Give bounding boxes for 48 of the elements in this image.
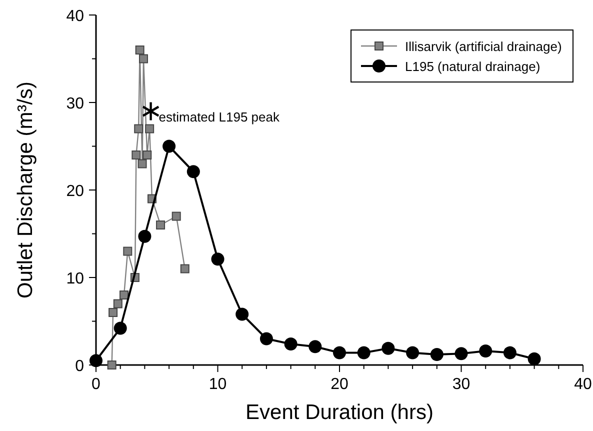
x-tick-label: 20 [330,376,348,393]
legend-label: L195 (natural drainage) [405,59,540,74]
point [138,230,152,243]
point [132,150,141,160]
point [180,264,190,274]
y-tick-label: 10 [66,270,84,288]
point [333,346,346,360]
point [260,332,273,346]
point [454,347,468,360]
point [186,165,200,178]
y-axis-title: Outlet Discharge (m³/s) [14,81,37,299]
point [134,124,144,134]
point [284,338,298,350]
x-tick-label: 10 [208,376,227,393]
point [528,352,541,366]
point [162,140,176,153]
annotation: estimated L195 peak [158,109,280,124]
point [236,308,249,321]
point [357,346,370,360]
legend-label: Illisarvik (artificial drainage) [405,39,562,54]
point [211,252,224,266]
point [479,344,492,358]
point [120,290,129,300]
point [382,342,395,355]
x-tick-label: 40 [574,376,592,393]
point [113,299,122,308]
point [145,124,154,134]
point [138,54,148,64]
point [142,150,152,160]
y-tick-label: 20 [66,183,84,200]
point [308,340,322,354]
point [138,159,147,168]
point [430,348,444,361]
x-tick-label: 30 [452,376,470,393]
y-tick-label: 0 [75,358,84,375]
point [156,220,166,230]
point [114,322,127,335]
point [406,346,420,360]
y-tick-label: 30 [66,96,84,112]
point [108,308,118,317]
point [172,212,181,221]
point [135,46,144,54]
point [503,346,516,360]
point [107,360,116,370]
x-axis-title: Event Duration (hrs) [246,401,434,424]
y-tick-label: 40 [66,8,84,25]
x-tick-label: 0 [92,376,101,393]
point [123,246,132,256]
